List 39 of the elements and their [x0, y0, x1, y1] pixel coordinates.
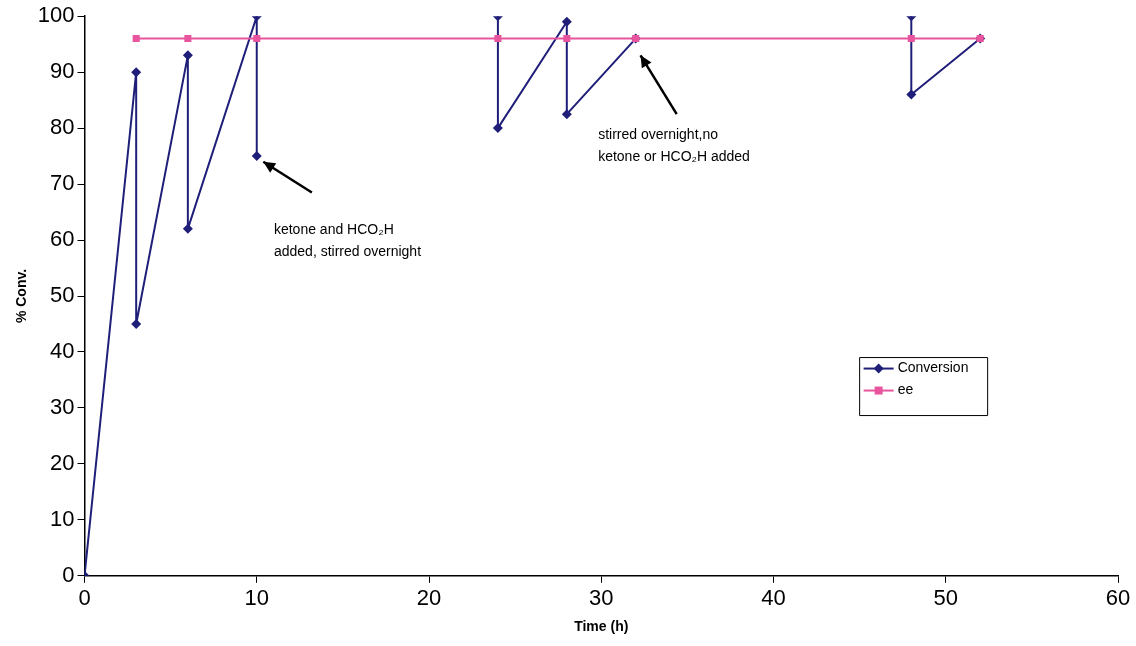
y-tick-label: 60: [50, 226, 75, 252]
annotation: stirred overnight,no ketone or HCO₂H added: [598, 125, 750, 164]
y-axis-title: % Conv.: [13, 268, 30, 324]
x-tick-label: 20: [416, 585, 442, 611]
point: [182, 223, 193, 234]
y-tick-label: 100: [37, 2, 75, 28]
annotation: ketone and HCO₂H added, stirred overnight: [273, 221, 422, 260]
y-tick-label: 70: [50, 170, 75, 196]
y-tick-label: 20: [50, 449, 75, 475]
point: [253, 35, 261, 43]
x-tick-label: 50: [933, 585, 958, 611]
legend-label: ee: [897, 381, 914, 398]
x-tick-label: 0: [78, 585, 91, 611]
y-tick-label: 50: [50, 282, 75, 308]
y-tick-label: 30: [50, 393, 75, 419]
y-tick-label: 80: [50, 114, 75, 140]
point: [131, 318, 142, 329]
x-axis-title: Time (h): [574, 618, 629, 635]
y-tick-label: 10: [50, 505, 75, 531]
point: [251, 151, 262, 162]
y-tick-label: 90: [50, 58, 75, 84]
y-tick-label: 0: [62, 561, 75, 587]
point: [131, 67, 142, 78]
x-tick-label: 30: [589, 585, 614, 611]
point: [561, 109, 572, 120]
point: [132, 35, 140, 43]
point: [561, 16, 572, 27]
point: [492, 123, 503, 134]
point: [182, 50, 193, 61]
point: [494, 35, 502, 43]
point: [906, 89, 917, 100]
point: [563, 35, 571, 43]
x-tick-label: 10: [244, 585, 269, 611]
point: [907, 35, 915, 43]
point: [184, 35, 192, 43]
y-tick-label: 40: [50, 338, 75, 364]
legend-label: Conversion: [897, 359, 969, 376]
x-tick-label: 40: [761, 585, 786, 611]
x-tick-label: 60: [1105, 585, 1131, 611]
